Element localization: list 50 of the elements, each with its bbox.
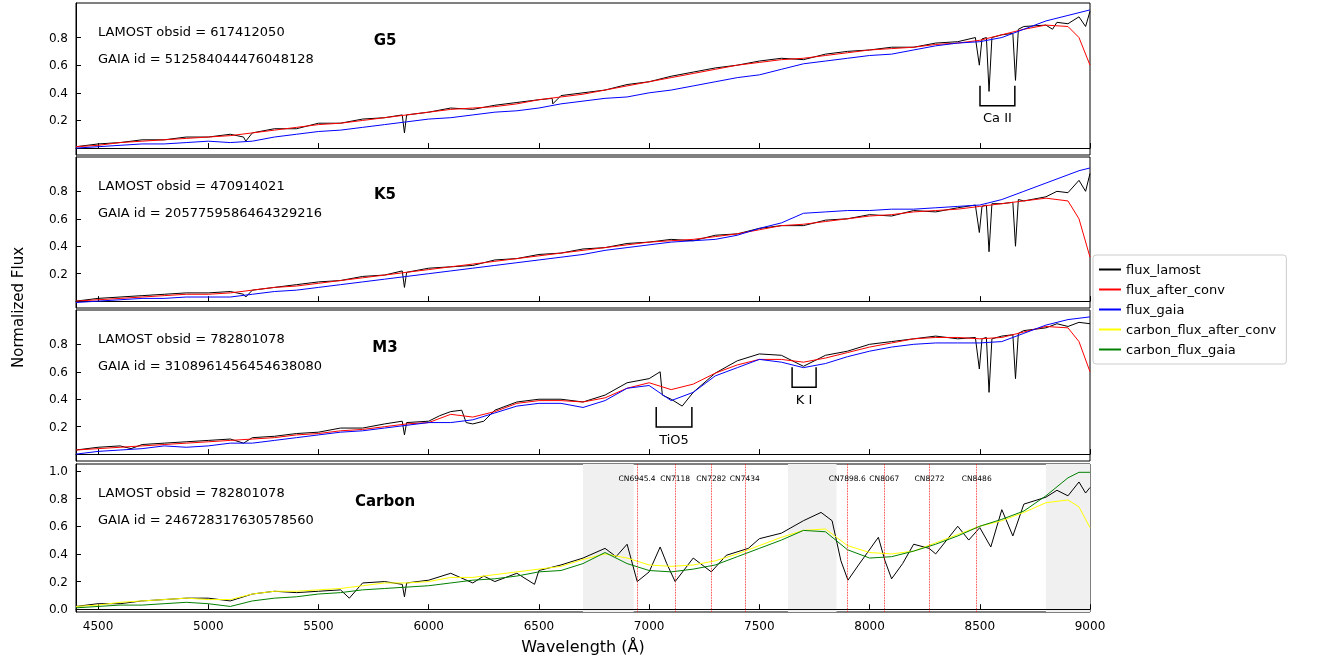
legend-label: flux_lamost	[1126, 262, 1201, 277]
x-tick-label: 6000	[413, 619, 444, 633]
y-tick-label: 0.6	[48, 58, 68, 73]
annotation: GAIA id = 246728317630578560	[98, 512, 314, 527]
y-tick-label: 0.8	[48, 337, 68, 352]
y-tick-label: 0.4	[48, 85, 68, 100]
x-axis-title: Wavelength (Å)	[521, 636, 645, 656]
x-tick-label: 4500	[82, 619, 114, 633]
y-tick-label: 0.4	[48, 392, 68, 407]
y-tick-label: 0.6	[48, 519, 68, 534]
x-tick-label: 9000	[1074, 619, 1106, 633]
x-tick-label: 6500	[523, 619, 555, 633]
text: K5	[373, 184, 397, 203]
y-tick-label: 0.8	[48, 491, 68, 506]
annotation: Ca II	[983, 110, 1012, 126]
y-tick-label: 0.2	[48, 113, 68, 128]
y-tick-label: 0.4	[48, 546, 68, 561]
x-tick-label: 8500	[964, 619, 996, 633]
y-tick-label: 0.0	[48, 602, 68, 617]
y-tick-label: 0.2	[48, 419, 68, 434]
annotation: TiO5	[658, 431, 689, 447]
annotation: LAMOST obsid = 782801078	[98, 331, 285, 346]
y-axis-title: Normalized Flux	[9, 246, 27, 369]
y-tick-label: 0.8	[48, 184, 68, 199]
annotation: GAIA id = 512584044476048128	[98, 51, 314, 66]
y-tick-label: 0.4	[48, 239, 68, 254]
y-tick-label: 0.2	[48, 266, 68, 281]
y-tick-label: 1.0	[48, 463, 68, 478]
annotation: GAIA id = 2057759586464329216	[98, 205, 322, 220]
annotation: GAIA id = 3108961456454638080	[98, 358, 322, 373]
y-tick-label: 0.8	[48, 30, 68, 45]
legend-label: flux_after_conv	[1126, 282, 1226, 297]
y-tick-label: 0.6	[48, 364, 68, 379]
x-tick-label: 8000	[854, 619, 885, 633]
y-tick-label: 0.2	[48, 574, 68, 589]
text: M3	[372, 337, 398, 356]
legend-label: carbon_flux_after_conv	[1126, 322, 1277, 337]
y-tick-label: 0.6	[48, 211, 68, 226]
legend-label: carbon_flux_gaia	[1126, 342, 1236, 357]
text: Carbon	[354, 491, 416, 510]
x-tick-label: 5000	[192, 619, 224, 633]
x-tick-label: 5500	[303, 619, 334, 633]
annotation: K I	[795, 391, 813, 407]
legend-label: flux_gaia	[1126, 302, 1185, 317]
annotation: LAMOST obsid = 470914021	[98, 178, 285, 193]
x-tick-label: 7500	[744, 619, 775, 633]
text: G5	[373, 30, 397, 49]
annotation: LAMOST obsid = 782801078	[98, 485, 285, 500]
x-tick-label: 7000	[633, 619, 665, 633]
annotation: LAMOST obsid = 617412050	[98, 24, 285, 39]
